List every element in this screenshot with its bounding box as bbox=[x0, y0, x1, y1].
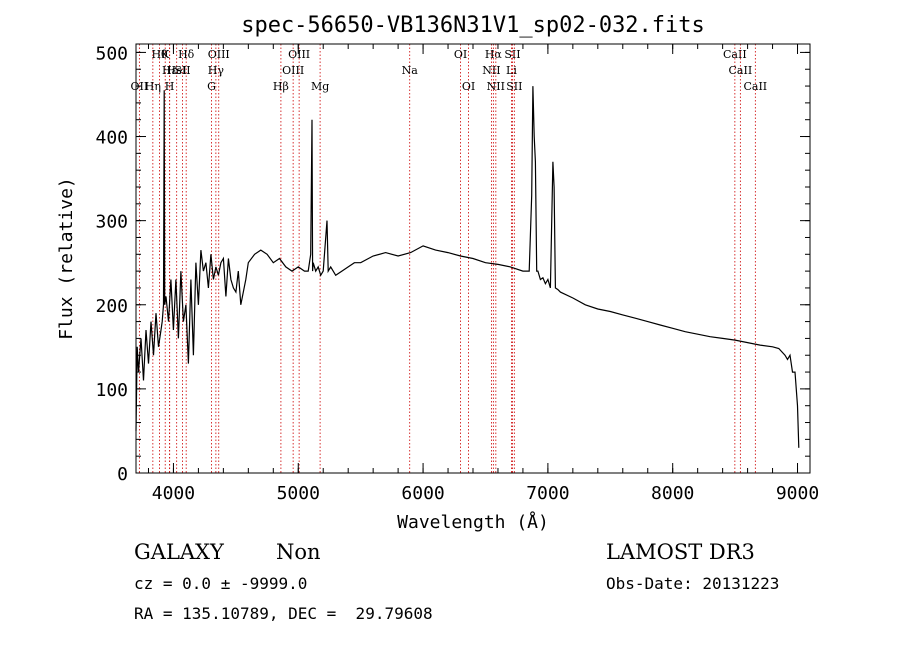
line-label: NII bbox=[487, 80, 505, 93]
line-label: Hθ bbox=[151, 48, 168, 61]
line-label: CaII bbox=[743, 80, 767, 93]
line-label: CaII bbox=[723, 48, 747, 61]
y-tick-label: 200 bbox=[95, 296, 128, 317]
line-label: Na bbox=[402, 64, 419, 77]
x-tick-label: 4000 bbox=[152, 483, 195, 504]
x-axis-label: Wavelength (Å) bbox=[397, 511, 549, 533]
y-tick-label: 500 bbox=[95, 43, 128, 64]
line-label: SII bbox=[174, 64, 190, 77]
survey-name: LAMOST DR3 bbox=[606, 540, 755, 564]
line-label: SII bbox=[506, 80, 522, 93]
object-subclass: Non bbox=[276, 540, 321, 564]
object-class: GALAXY bbox=[134, 540, 224, 564]
line-label: Li bbox=[506, 64, 517, 77]
line-label: NII bbox=[482, 64, 500, 77]
line-label: CaII bbox=[729, 64, 753, 77]
line-label: OIII bbox=[288, 48, 310, 61]
x-tick-label: 8000 bbox=[651, 483, 694, 504]
line-label: K bbox=[161, 48, 170, 61]
line-label: Mg bbox=[311, 80, 329, 93]
x-tick-label: 6000 bbox=[401, 483, 444, 504]
line-label: Hγ bbox=[208, 64, 225, 77]
y-tick-label: 300 bbox=[95, 212, 128, 233]
x-tick-label: 7000 bbox=[526, 483, 569, 504]
line-label: Hδ bbox=[178, 48, 195, 61]
line-label: G bbox=[207, 80, 216, 93]
obs-date: Obs-Date: 20131223 bbox=[606, 574, 780, 593]
line-label: OIII bbox=[282, 64, 304, 77]
y-axis-label: Flux (relative) bbox=[56, 177, 77, 340]
x-tick-label: 5000 bbox=[277, 483, 320, 504]
line-label: Hα bbox=[485, 48, 503, 61]
line-label: Hη bbox=[145, 80, 161, 93]
spectrum-line bbox=[135, 86, 800, 448]
line-label: Hε bbox=[162, 64, 178, 77]
y-tick-label: 100 bbox=[95, 380, 128, 401]
line-label: OI bbox=[462, 80, 475, 93]
line-label: OI bbox=[454, 48, 467, 61]
y-tick-label: 0 bbox=[117, 464, 128, 485]
line-label: HeI bbox=[166, 64, 186, 77]
redshift-line: cz = 0.0 ± -9999.0 bbox=[134, 574, 308, 593]
x-tick-label: 9000 bbox=[776, 483, 819, 504]
chart-title: spec-56650-VB136N31V1_sp02-032.fits bbox=[241, 13, 705, 38]
coordinates: RA = 135.10789, DEC = 29.79608 bbox=[134, 604, 433, 623]
line-label: OIII bbox=[208, 48, 230, 61]
y-tick-label: 400 bbox=[95, 128, 128, 149]
line-label: SII bbox=[504, 48, 520, 61]
line-label: Hβ bbox=[273, 80, 289, 93]
